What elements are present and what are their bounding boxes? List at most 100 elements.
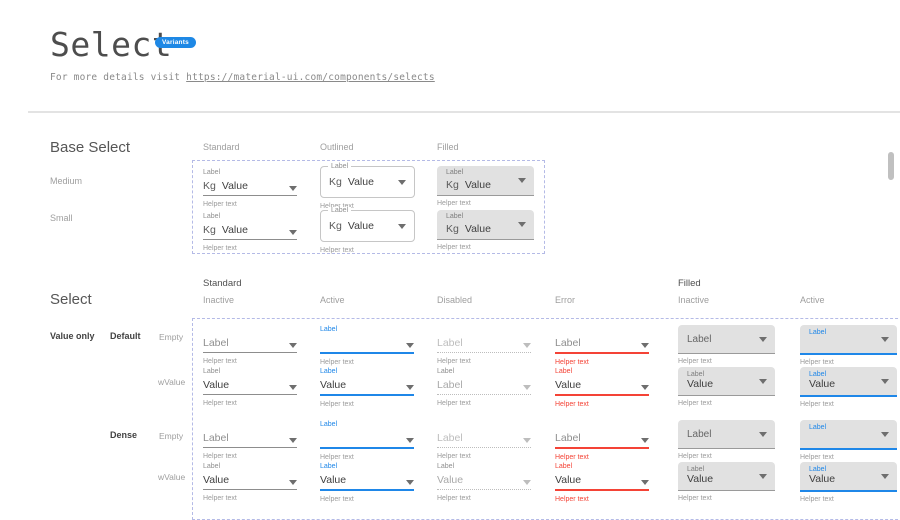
select-dense-standard-error-empty: Label Helper text: [555, 420, 649, 461]
select-underline: [555, 489, 649, 491]
dropdown-arrow-icon: [641, 385, 649, 390]
select-label: Label: [555, 463, 573, 470]
select-underline: [555, 352, 649, 354]
select-value: Value: [221, 224, 248, 236]
helper-text: Helper text: [555, 359, 589, 366]
page-title: Select: [50, 25, 173, 64]
select-control[interactable]: Label: [678, 420, 775, 449]
dropdown-arrow-icon: [398, 179, 406, 185]
select-adornment: Kg: [203, 180, 216, 192]
select-value: Value: [464, 179, 491, 191]
select-control[interactable]: Label Value: [678, 367, 775, 396]
select-adornment: Kg: [329, 220, 342, 232]
row-state-empty: Empty: [159, 431, 184, 441]
helper-text: Helper text: [320, 454, 354, 461]
select-control[interactable]: Kg Value: [203, 222, 297, 239]
select-underline: [203, 489, 297, 490]
select-control[interactable]: Label: [203, 335, 297, 352]
select-control[interactable]: Label Kg Value: [437, 166, 534, 196]
select-control[interactable]: Value: [555, 377, 649, 394]
select-placeholder: Label: [687, 429, 712, 440]
select-adornment: Kg: [203, 224, 216, 236]
select-filled-active-wvalue: Label Value Helper text: [800, 367, 897, 408]
select-control[interactable]: Label: [437, 377, 531, 394]
select-value: Value: [555, 379, 582, 391]
dropdown-arrow-icon: [881, 379, 889, 384]
select-standard-active-wvalue: Label Value Helper text: [320, 367, 414, 408]
dropdown-arrow-icon: [759, 474, 767, 479]
select-dense-standard-disabled-empty: Label Helper text: [437, 420, 531, 460]
select-dense-filled-inactive-empty: Label Helper text: [678, 420, 775, 460]
select-label: Label: [328, 207, 352, 215]
select-standard-disabled-wvalue: Label Label Helper text: [437, 367, 531, 407]
select-label: Label: [437, 368, 455, 375]
row-label-medium: Medium: [50, 176, 83, 186]
base-select-outlined-small: Label Kg Value Helper text: [320, 207, 415, 254]
dropdown-arrow-icon: [523, 480, 531, 485]
base-select-story-frame: [192, 160, 545, 254]
select-label: Label: [203, 463, 221, 470]
select-value: Value: [809, 378, 836, 390]
select-control[interactable]: Value: [437, 472, 531, 489]
helper-text: Helper text: [800, 401, 834, 408]
helper-text: Helper text: [320, 401, 354, 408]
select-standard-error-empty: Label Helper text: [555, 325, 649, 366]
group-header-standard: Standard: [203, 278, 242, 289]
select-value: Value: [555, 474, 582, 486]
select-control[interactable]: Label: [437, 335, 531, 352]
helper-text: Helper text: [555, 496, 589, 503]
helper-text: Helper text: [800, 454, 834, 461]
select-placeholder: Label: [203, 337, 229, 349]
select-control[interactable]: Value: [320, 377, 414, 394]
dropdown-arrow-icon: [881, 432, 889, 437]
select-label: Label: [437, 463, 455, 470]
select-control[interactable]: Value: [555, 472, 649, 489]
base-select-filled-small: Label Kg Value Helper text: [437, 210, 534, 251]
helper-text: Helper text: [203, 400, 237, 407]
helper-text: Helper text: [678, 495, 712, 502]
select-control[interactable]: Label: [555, 430, 649, 447]
select-underline: [320, 352, 414, 354]
select-control[interactable]: Label Value: [678, 462, 775, 491]
dropdown-arrow-icon: [406, 480, 414, 485]
select-control[interactable]: Label: [437, 430, 531, 447]
dropdown-arrow-icon: [518, 222, 526, 227]
select-control[interactable]: Kg Value: [203, 178, 297, 195]
select-control[interactable]: [320, 335, 414, 352]
docs-link[interactable]: https://material-ui.com/components/selec…: [186, 72, 435, 83]
select-control[interactable]: Label Kg Value: [437, 210, 534, 240]
helper-text: Helper text: [800, 359, 834, 366]
row-state-wvalue: wValue: [158, 377, 186, 387]
dropdown-arrow-icon: [289, 343, 297, 348]
select-control[interactable]: Label: [203, 430, 297, 447]
select-control[interactable]: Value: [203, 377, 297, 394]
select-label: Label: [555, 368, 573, 375]
subtitle-text: For more details visit: [50, 72, 187, 83]
dropdown-arrow-icon: [289, 480, 297, 485]
select-control[interactable]: Label: [678, 325, 775, 354]
select-control[interactable]: Label Value: [800, 462, 897, 492]
select-control[interactable]: Label: [800, 325, 897, 355]
helper-text: Helper text: [437, 495, 471, 502]
select-control[interactable]: Label Kg Value: [320, 163, 415, 198]
helper-text: Helper text: [437, 453, 471, 460]
col-header-outlined: Outlined: [320, 142, 354, 152]
select-underline: [555, 447, 649, 449]
select-control[interactable]: [320, 430, 414, 447]
row-label-small: Small: [50, 213, 73, 223]
vertical-scrollbar[interactable]: [888, 152, 894, 180]
dropdown-arrow-icon: [523, 385, 531, 390]
select-control[interactable]: Label Value: [800, 367, 897, 397]
dropdown-arrow-icon: [289, 186, 297, 191]
select-label: Label: [320, 368, 338, 375]
select-control[interactable]: Value: [320, 472, 414, 489]
select-control[interactable]: Label: [555, 335, 649, 352]
select-value: Value: [203, 379, 230, 391]
select-control[interactable]: Label Kg Value: [320, 207, 415, 242]
helper-text: Helper text: [437, 244, 471, 251]
select-underline: [437, 447, 531, 448]
group-header-filled: Filled: [678, 278, 701, 289]
select-control[interactable]: Value: [203, 472, 297, 489]
select-dense-standard-error-wvalue: Label Value Helper text: [555, 462, 649, 503]
select-control[interactable]: Label: [800, 420, 897, 450]
